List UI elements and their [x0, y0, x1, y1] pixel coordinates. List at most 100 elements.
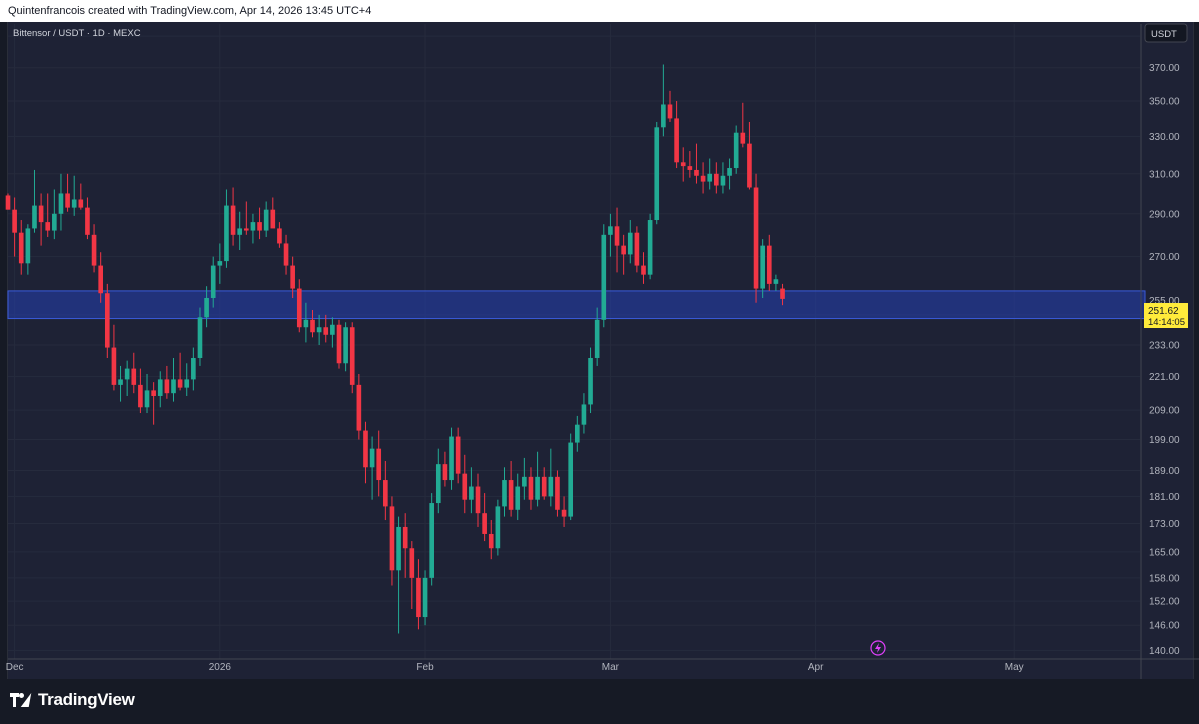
- lightning-bolt-icon[interactable]: [870, 640, 886, 656]
- candle-body: [700, 175, 706, 182]
- candle-body: [283, 243, 289, 266]
- candle-body: [714, 173, 719, 186]
- candle-body: [409, 548, 415, 578]
- candle-body: [303, 319, 309, 328]
- candle-body: [389, 506, 395, 571]
- candle-body: [654, 127, 660, 221]
- candle-body: [91, 234, 97, 266]
- candle-body: [469, 486, 474, 500]
- candle-body: [647, 220, 653, 275]
- candle-body: [760, 245, 765, 289]
- candle-body: [184, 379, 190, 388]
- candle-body: [515, 486, 521, 510]
- candle-body: [296, 288, 302, 328]
- candle-body: [45, 222, 51, 231]
- price-tag: 251.62 14:14:05: [1144, 303, 1188, 328]
- candle-body: [25, 228, 31, 264]
- candle-body: [601, 234, 607, 320]
- candle-body: [674, 118, 679, 163]
- candle-body: [641, 265, 646, 275]
- x-tick-label: Apr: [808, 662, 824, 673]
- y-tick-label: 173.00: [1149, 519, 1180, 530]
- candle-body: [740, 132, 746, 144]
- candle-body: [177, 379, 183, 388]
- symbol-legend: Bittensor / USDT · 1D · MEXC: [13, 28, 141, 39]
- chart-frame[interactable]: [7, 22, 1194, 679]
- credit-text: Quintenfrancois created with TradingView…: [8, 5, 372, 17]
- candle-body: [111, 347, 117, 385]
- y-tick-label: 165.00: [1149, 547, 1180, 558]
- time-axis: Dec 2026 Feb Mar Apr May: [6, 658, 1199, 673]
- candle-body: [98, 265, 103, 294]
- candle-body: [217, 261, 223, 266]
- candle-body: [257, 222, 262, 231]
- credit-bar: Quintenfrancois created with TradingView…: [0, 0, 1199, 22]
- candle-body: [124, 368, 130, 380]
- candle-body: [442, 464, 448, 481]
- y-tick-label: 233.00: [1149, 340, 1180, 351]
- candle-body: [383, 480, 388, 507]
- candle-body: [330, 324, 335, 335]
- candle-body: [52, 213, 57, 231]
- y-tick-label: 221.00: [1149, 372, 1180, 383]
- candle-body: [290, 265, 295, 289]
- candle-body: [224, 205, 229, 262]
- candle-body: [462, 473, 468, 500]
- candle-body: [634, 232, 640, 266]
- brand: TradingView: [10, 690, 135, 710]
- candle-body: [171, 379, 176, 394]
- y-tick-label: 330.00: [1149, 132, 1180, 143]
- y-tick-label: 140.00: [1149, 646, 1180, 657]
- y-tick-label: 199.00: [1149, 435, 1180, 446]
- currency-button[interactable]: USDT: [1144, 23, 1188, 43]
- candle-body: [568, 442, 574, 517]
- candle-body: [18, 232, 24, 264]
- x-tick-label: Dec: [6, 662, 24, 673]
- x-tick-label: Feb: [416, 662, 434, 673]
- x-tick-label: 2026: [209, 662, 232, 673]
- candle-body: [157, 379, 163, 396]
- x-tick-label: May: [1005, 662, 1024, 673]
- candle-body: [773, 279, 779, 284]
- candle-body: [118, 379, 123, 385]
- candle-body: [58, 193, 64, 214]
- brand-name: TradingView: [38, 690, 135, 709]
- candle-body: [621, 245, 626, 255]
- candle-body: [71, 199, 77, 208]
- candle-body: [475, 486, 481, 514]
- candle-body: [243, 228, 249, 231]
- candle-body: [627, 232, 633, 255]
- candle-body: [131, 368, 137, 385]
- candle-body: [204, 297, 209, 318]
- candle-body: [687, 166, 693, 170]
- candle-body: [720, 175, 726, 186]
- candle-body: [574, 424, 580, 443]
- candle-body: [495, 506, 501, 549]
- candle-body: [151, 390, 156, 396]
- candle-body: [422, 577, 428, 618]
- candle-body: [32, 205, 37, 229]
- candle-body: [343, 327, 348, 364]
- candle-body: [747, 143, 752, 188]
- candle-body: [733, 132, 739, 169]
- candle-body: [522, 476, 527, 487]
- partial-price-label: 255.00: [1149, 296, 1180, 307]
- candle-body: [508, 480, 514, 510]
- candles: [5, 64, 785, 634]
- x-tick-label: Mar: [602, 662, 620, 673]
- candle-body: [78, 199, 84, 208]
- support-zone: [7, 290, 1146, 320]
- candle-body: [396, 526, 401, 571]
- candle-body: [766, 245, 772, 284]
- candle-body: [356, 384, 362, 431]
- candle-body: [210, 265, 216, 298]
- candle-body: [455, 436, 461, 474]
- candle-body: [535, 476, 540, 500]
- candle-body: [528, 476, 534, 500]
- candle-body: [402, 526, 408, 549]
- candle-body: [561, 509, 567, 517]
- candle-body: [429, 503, 434, 578]
- candle-body: [727, 168, 732, 176]
- candle-body: [588, 357, 593, 405]
